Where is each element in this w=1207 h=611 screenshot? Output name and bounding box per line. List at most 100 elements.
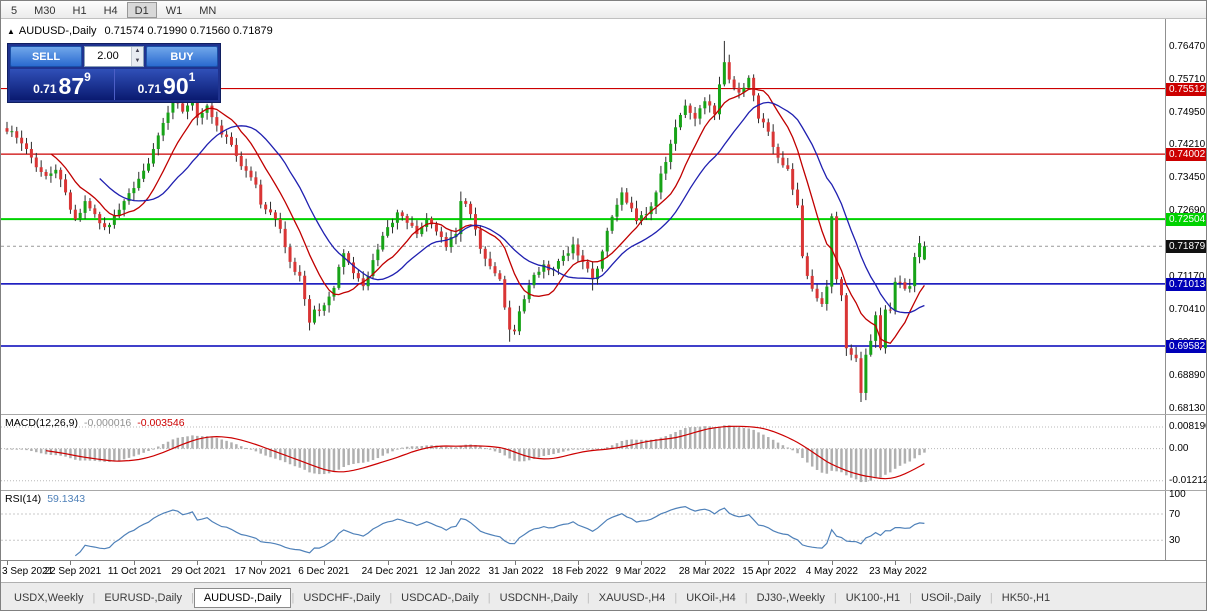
chart-ohlc-values: 0.71574 0.71990 0.71560 0.71879 (104, 25, 273, 37)
price-axis[interactable]: 0.76470 0.75710 0.74950 0.74210 0.73450 0.726… (1165, 19, 1206, 414)
time-tick-mark (7, 561, 8, 565)
rsi-panel: RSI(14) 59.1343 100 70 30 (1, 489, 1206, 560)
time-tick-label: 31 Jan 2022 (488, 566, 544, 577)
rsi-level-label: 100 (1169, 489, 1186, 501)
tab-separator: | (586, 591, 590, 604)
trade-panel-buttons-row: SELL 2.00 ▲ ▼ BUY (10, 46, 218, 67)
tab-usdcad-daily[interactable]: USDCAD-,Daily (401, 591, 479, 604)
time-tick-mark (451, 561, 453, 565)
price-tick-label: 0.68130 (1169, 403, 1206, 414)
macd-label: MACD(12,26,9) (5, 417, 78, 429)
tab-separator: | (487, 591, 491, 604)
lot-size-value[interactable]: 2.00 (97, 50, 119, 62)
rsi-value: 59.1343 (47, 493, 86, 505)
price-tick-label: 0.76470 (1169, 41, 1206, 52)
bid-price-small: 0.71 (33, 82, 57, 96)
time-tick-mark (197, 561, 199, 565)
level-price-label: 0.75512 (1166, 82, 1206, 96)
time-tick-mark (387, 561, 389, 565)
chart-tabs-bar: USDX,Weekly | EURUSD-,Daily | AUDUSD-,Daily |… (1, 582, 1206, 610)
bid-price[interactable]: 0.71 87 9 (10, 69, 114, 100)
one-click-toggle-icon[interactable]: ▲ (7, 27, 15, 36)
tab-ukoil-h4[interactable]: UKOil-,H4 (686, 591, 736, 604)
time-tick-mark (895, 561, 897, 565)
chart-symbol-label: AUDUSD-,Daily (18, 25, 97, 37)
macd-gridlines (1, 426, 1165, 482)
time-tick-mark (577, 561, 579, 565)
price-tick-label: 0.74950 (1169, 106, 1206, 118)
tab-audusd-daily[interactable]: AUDUSD-,Daily (193, 587, 292, 608)
main-chart-panel: ▲ AUDUSD-,Daily 0.71574 0.71990 0.71560 0.… (1, 19, 1206, 414)
time-tick-label: 3 Sep 2021 (2, 566, 54, 577)
timeframe-button-d1[interactable]: D1 (126, 1, 157, 18)
time-tick-label: 23 May 2022 (869, 566, 927, 577)
candles-layer (5, 40, 926, 403)
time-tick-mark (514, 561, 516, 565)
timeframe-button-5[interactable]: 5 (11, 4, 18, 17)
macd-axis: 0.008190 0.00 -0.01212 (1165, 415, 1207, 490)
time-tick-mark (133, 561, 135, 565)
timeframe-button-m30[interactable]: M30 (34, 4, 56, 17)
bid-price-big: 87 (58, 73, 85, 99)
tab-xauusd-h4[interactable]: XAUUSD-,H4 (598, 591, 666, 604)
level-price-label: 0.69582 (1166, 339, 1206, 353)
price-tick-label: 0.70410 (1169, 304, 1206, 316)
lot-increase-button[interactable]: ▲ (132, 47, 143, 57)
ask-price[interactable]: 0.71 90 1 (114, 69, 218, 100)
timeframe-toolbar: 5 M30 H1 H4 D1 W1 MN (1, 1, 1206, 19)
tab-usdx-weekly[interactable]: USDX,Weekly (14, 591, 84, 604)
macd-panel: MACD(12,26,9) -0.000016 -0.003546 0.008190… (1, 414, 1207, 490)
trade-panel-prices-row: 0.71 87 9 0.71 90 1 (10, 69, 218, 100)
time-axis[interactable]: 3 Sep 2021 22 Sep 2021 11 Oct 2021 29 Oct 2… (1, 560, 1206, 582)
level-price-label: 0.71013 (1166, 277, 1206, 291)
timeframe-button-mn[interactable]: MN (199, 4, 217, 17)
rsi-level-lines (1, 513, 1165, 541)
rsi-line (74, 505, 925, 557)
timeframe-button-w1[interactable]: W1 (165, 4, 183, 17)
rsi-canvas[interactable] (1, 491, 1165, 560)
sell-button[interactable]: SELL (10, 46, 82, 67)
lot-spinner: ▲ ▼ (131, 47, 143, 66)
tab-usoil-daily[interactable]: USOil-,Daily (921, 591, 981, 604)
support-resistance-lines (1, 87, 1165, 347)
tab-separator: | (291, 591, 295, 604)
tab-separator: | (909, 591, 913, 604)
time-tick-label: 6 Dec 2021 (298, 566, 350, 577)
lot-decrease-button[interactable]: ▼ (132, 56, 143, 66)
ask-price-big: 90 (163, 73, 189, 99)
tab-hk50-h1[interactable]: HK50-,H1 (1001, 591, 1051, 604)
time-tick-mark (641, 561, 643, 565)
tab-uk100-h1[interactable]: UK100-,H1 (845, 591, 901, 604)
tab-separator: | (989, 591, 993, 604)
lot-size-field[interactable]: 2.00 ▲ ▼ (84, 46, 144, 67)
time-tick-label: 9 Mar 2022 (615, 566, 666, 577)
rsi-level-label: 70 (1169, 509, 1181, 520)
tab-usdcnh-daily[interactable]: USDCNH-,Daily (499, 591, 578, 604)
time-tick-mark (831, 561, 833, 565)
time-tick-label: 11 Oct 2021 (107, 566, 162, 577)
rsi-level-label: 30 (1169, 535, 1181, 547)
time-tick-label: 22 Sep 2021 (44, 566, 102, 577)
timeframe-button-h4[interactable]: H4 (103, 4, 118, 17)
tab-separator: | (92, 591, 96, 604)
main-chart-canvas[interactable] (1, 19, 1165, 414)
macd-histogram (5, 425, 926, 483)
tab-separator: | (744, 591, 748, 604)
buy-button[interactable]: BUY (146, 46, 218, 67)
price-tick-label: 0.71170 (1169, 271, 1205, 283)
ask-price-small: 0.71 (137, 82, 162, 96)
macd-tick-label: -0.01212 (1169, 474, 1207, 486)
ask-price-sup: 1 (188, 70, 196, 84)
macd-canvas[interactable] (1, 415, 1165, 490)
time-tick-mark (768, 561, 770, 565)
tab-dj30-weekly[interactable]: DJ30-,Weekly (756, 591, 825, 604)
tab-usdchf-daily[interactable]: USDCHF-,Daily (303, 591, 381, 604)
tab-eurusd-daily[interactable]: EURUSD-,Daily (104, 591, 182, 604)
timeframe-button-h1[interactable]: H1 (72, 4, 87, 17)
tab-separator: | (389, 591, 393, 604)
chart-title: ▲ AUDUSD-,Daily 0.71574 0.71990 0.71560 0.… (7, 25, 273, 37)
macd-header: MACD(12,26,9) -0.000016 -0.003546 (5, 417, 185, 429)
time-tick-mark (70, 561, 72, 565)
price-tick-label: 0.68890 (1169, 370, 1206, 381)
